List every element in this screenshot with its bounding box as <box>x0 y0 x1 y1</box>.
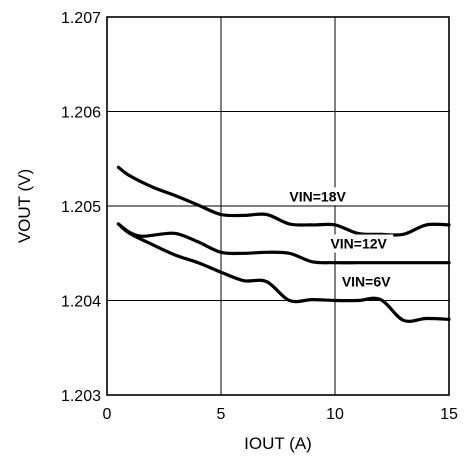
y-tick-label: 1.203 <box>61 388 101 405</box>
series-line-2 <box>116 222 451 265</box>
y-tick-label: 1.206 <box>61 105 101 122</box>
grid <box>107 17 449 395</box>
annotation-backing <box>285 187 353 206</box>
x-axis-title: IOUT (A) <box>244 434 312 453</box>
x-tick-label: 5 <box>217 406 226 423</box>
x-tick-label: 10 <box>326 406 344 423</box>
x-tick-label: 15 <box>440 406 458 423</box>
series-annotation: VIN=6V <box>342 273 391 289</box>
x-tick-labels: 0 5 10 15 <box>103 406 458 423</box>
x-tick-label: 0 <box>103 406 112 423</box>
annotation-group: VIN=18V VIN=12V VIN=6V <box>285 187 397 291</box>
annotation-backing <box>326 234 394 253</box>
series-annotation: VIN=18V <box>289 188 346 204</box>
series-line-3 <box>116 222 451 323</box>
annotation-backing <box>337 272 397 291</box>
series-line-1 <box>116 165 451 237</box>
y-tick-labels: 1.203 1.204 1.205 1.206 1.207 <box>61 10 101 405</box>
plot-frame <box>106 16 450 396</box>
series-group <box>116 165 451 323</box>
y-axis-title: VOUT (V) <box>15 169 34 243</box>
series-annotation: VIN=12V <box>330 236 387 252</box>
y-tick-label: 1.207 <box>61 10 101 27</box>
y-tick-label: 1.205 <box>61 199 101 216</box>
y-tick-label: 1.204 <box>61 294 101 311</box>
